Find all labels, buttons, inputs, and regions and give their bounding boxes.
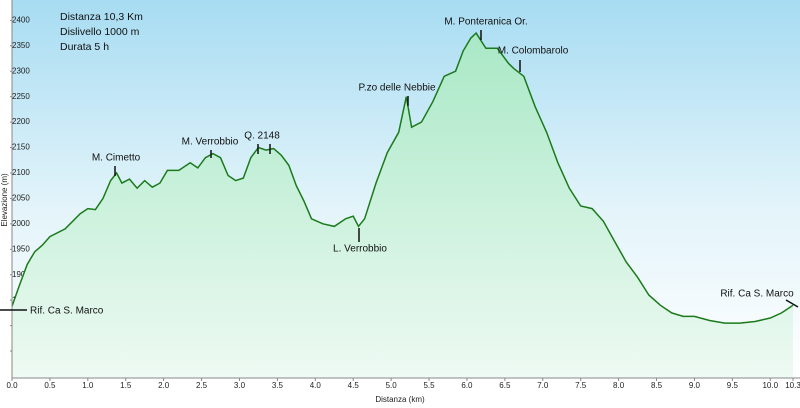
x-tick-label: 6.5 [499, 381, 511, 390]
annotation: M. Verrobbio [182, 137, 239, 148]
area [12, 33, 793, 378]
info-distance: Distanza 10,3 Km [60, 11, 143, 23]
x-tick-label: 7.5 [575, 381, 587, 390]
x-tick-label: 10.3 [785, 381, 800, 390]
x-tick-label: 5.0 [386, 381, 398, 390]
y-tick-label: 2100 [12, 168, 30, 177]
x-tick-label: 4.0 [310, 381, 322, 390]
x-tick-label: 3.5 [272, 381, 284, 390]
annotation: Rif. Ca S. Marco [30, 306, 104, 317]
annotation: Rif. Ca S. Marco [720, 289, 794, 300]
x-tick-label: 8.0 [613, 381, 625, 390]
x-tick-label: 2.5 [196, 381, 208, 390]
annotation: P.zo delle Nebbie [358, 83, 436, 94]
y-tick-label: 2300 [12, 66, 30, 75]
x-tick-label: 2.0 [158, 381, 170, 390]
x-tick-label: 3.0 [234, 381, 246, 390]
x-tick-label: 7.0 [537, 381, 549, 390]
x-tick-label: 5.5 [423, 381, 435, 390]
annotation-pointer [785, 299, 799, 308]
x-tick-label: 0.5 [44, 381, 56, 390]
y-tick-label: 2250 [12, 92, 30, 101]
elevation-line [11, 31, 794, 324]
y-axis-label: Elevazione (m) [0, 173, 9, 227]
annotation: L. Verrobbio [333, 244, 387, 255]
info-duration: Durata 5 h [60, 41, 109, 53]
y-tick-label: 2350 [12, 41, 30, 50]
annotation: M. Colombarolo [498, 46, 569, 57]
x-tick-label: 9.0 [689, 381, 701, 390]
x-tick-label: 10.0 [762, 381, 778, 390]
y-tick-label: 1950 [12, 244, 30, 253]
y-tick-label: 2400 [12, 15, 30, 24]
y-tick-label: 2150 [12, 143, 30, 152]
y-tick-label: 1900 [12, 270, 30, 279]
x-tick-label: 4.5 [348, 381, 360, 390]
x-tick-label: 8.5 [651, 381, 663, 390]
x-axis-label: Distanza (km) [375, 395, 425, 404]
y-tick-label: 2000 [12, 219, 30, 228]
x-tick-label: 6.0 [461, 381, 473, 390]
y-tick-label: 2200 [12, 117, 30, 126]
annotation: Q. 2148 [244, 131, 280, 142]
info-climb: Dislivello 1000 m [60, 26, 140, 38]
y-tick-label: 2050 [12, 194, 30, 203]
x-tick-label: 0.0 [6, 381, 18, 390]
annotation: M. Cimetto [92, 153, 141, 164]
x-tick-label: 1.5 [120, 381, 132, 390]
x-tick-label: 1.0 [82, 381, 94, 390]
annotation: M. Ponteranica Or. [444, 17, 527, 28]
x-tick-label: 9.5 [727, 381, 739, 390]
